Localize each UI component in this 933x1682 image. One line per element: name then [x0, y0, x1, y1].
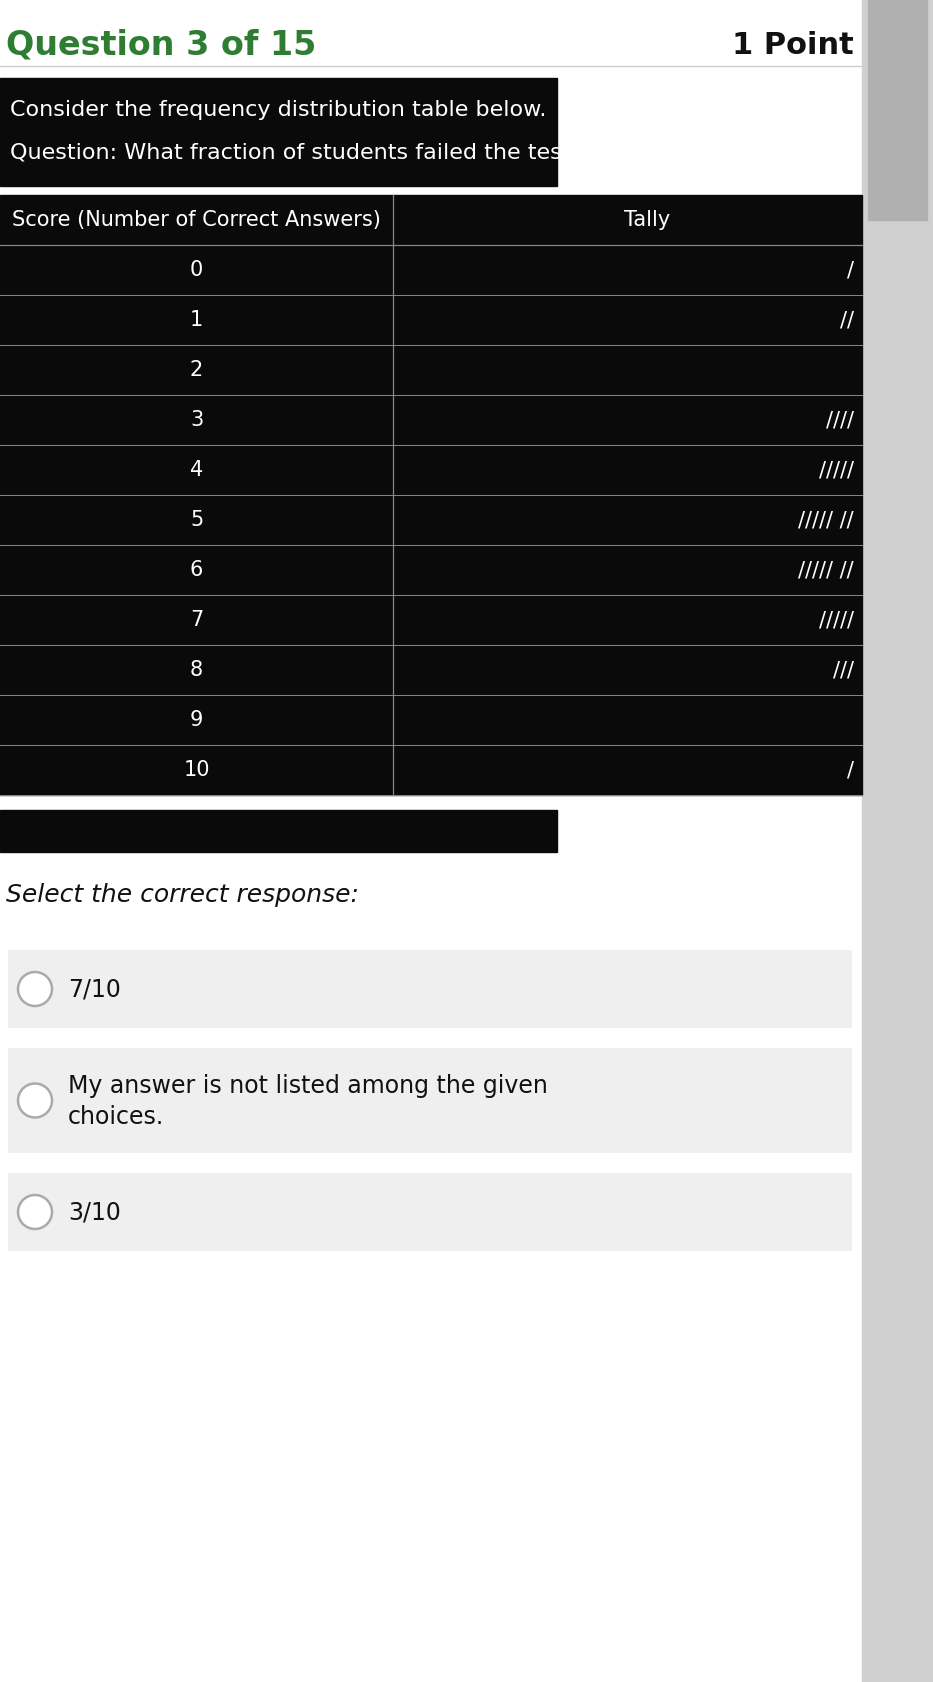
Text: My answer is not listed among the given: My answer is not listed among the given — [68, 1075, 548, 1098]
Text: 9: 9 — [189, 710, 203, 730]
Text: 7: 7 — [190, 611, 203, 631]
Text: choices.: choices. — [68, 1105, 164, 1129]
Text: 5: 5 — [190, 510, 203, 530]
Text: ///// //: ///// // — [799, 560, 854, 580]
Text: 3: 3 — [190, 410, 203, 431]
Circle shape — [18, 972, 52, 1006]
Bar — [0, 195, 862, 796]
Text: 1: 1 — [190, 309, 203, 330]
Text: Consider the frequency distribution table below.: Consider the frequency distribution tabl… — [10, 99, 547, 119]
Text: /////: ///// — [819, 611, 854, 631]
Text: 0: 0 — [190, 261, 203, 279]
Text: /////: ///// — [819, 459, 854, 479]
Bar — [0, 77, 557, 187]
Text: 8: 8 — [190, 659, 203, 680]
Text: Score (Number of Correct Answers): Score (Number of Correct Answers) — [12, 210, 381, 230]
Text: /: / — [847, 261, 854, 279]
Text: 10: 10 — [183, 760, 210, 780]
Text: 4: 4 — [190, 459, 203, 479]
Text: Question: What fraction of students failed the test?: Question: What fraction of students fail… — [10, 141, 582, 161]
Text: Select the correct response:: Select the correct response: — [6, 883, 359, 907]
Text: 7/10: 7/10 — [68, 977, 121, 1001]
Text: 1 Point: 1 Point — [732, 30, 854, 59]
Bar — [0, 811, 557, 853]
Text: ////: //// — [826, 410, 854, 431]
Text: 2: 2 — [190, 360, 203, 380]
Text: /: / — [847, 760, 854, 780]
Bar — [862, 0, 933, 1682]
Circle shape — [18, 1083, 52, 1117]
Text: 6: 6 — [189, 560, 203, 580]
Text: Tally: Tally — [624, 210, 671, 230]
Text: ///// //: ///// // — [799, 510, 854, 530]
Bar — [8, 1048, 852, 1152]
Bar — [8, 950, 852, 1028]
Text: Question 3 of 15: Question 3 of 15 — [6, 29, 316, 62]
Text: 3/10: 3/10 — [68, 1199, 121, 1224]
Text: ///: /// — [833, 659, 854, 680]
Bar — [8, 1172, 852, 1251]
Bar — [868, 0, 927, 220]
Text: //: // — [840, 309, 854, 330]
Circle shape — [18, 1194, 52, 1230]
